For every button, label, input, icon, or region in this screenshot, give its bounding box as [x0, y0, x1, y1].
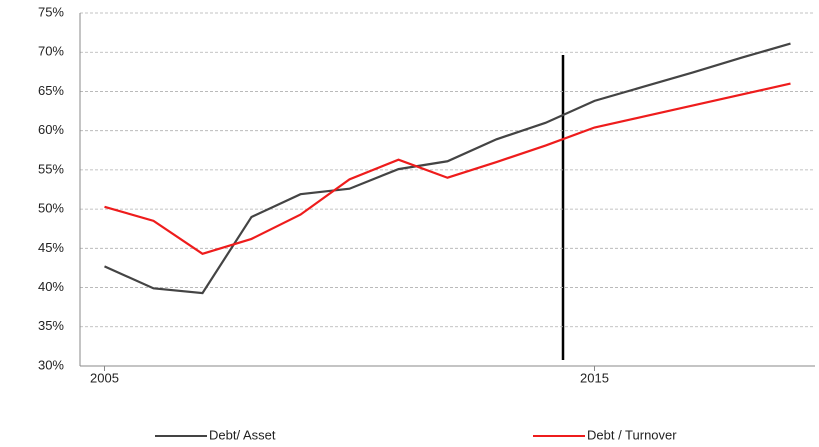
x-tick-label: 2005 [90, 370, 119, 385]
y-tick-label: 30% [38, 357, 64, 372]
y-tick-label: 60% [38, 122, 64, 137]
y-tick-label: 70% [38, 44, 64, 59]
y-tick-label: 50% [38, 201, 64, 216]
y-tick-label: 65% [38, 83, 64, 98]
y-tick-label: 55% [38, 161, 64, 176]
x-tick-label: 2015 [580, 370, 609, 385]
legend-label: Debt/ Asset [209, 427, 276, 442]
y-tick-label: 35% [38, 318, 64, 333]
y-tick-label: 45% [38, 240, 64, 255]
legend-label: Debt / Turnover [587, 427, 677, 442]
y-tick-label: 40% [38, 279, 64, 294]
series-line [104, 82, 791, 256]
series-line [104, 42, 791, 295]
y-tick-label: 75% [38, 4, 64, 19]
